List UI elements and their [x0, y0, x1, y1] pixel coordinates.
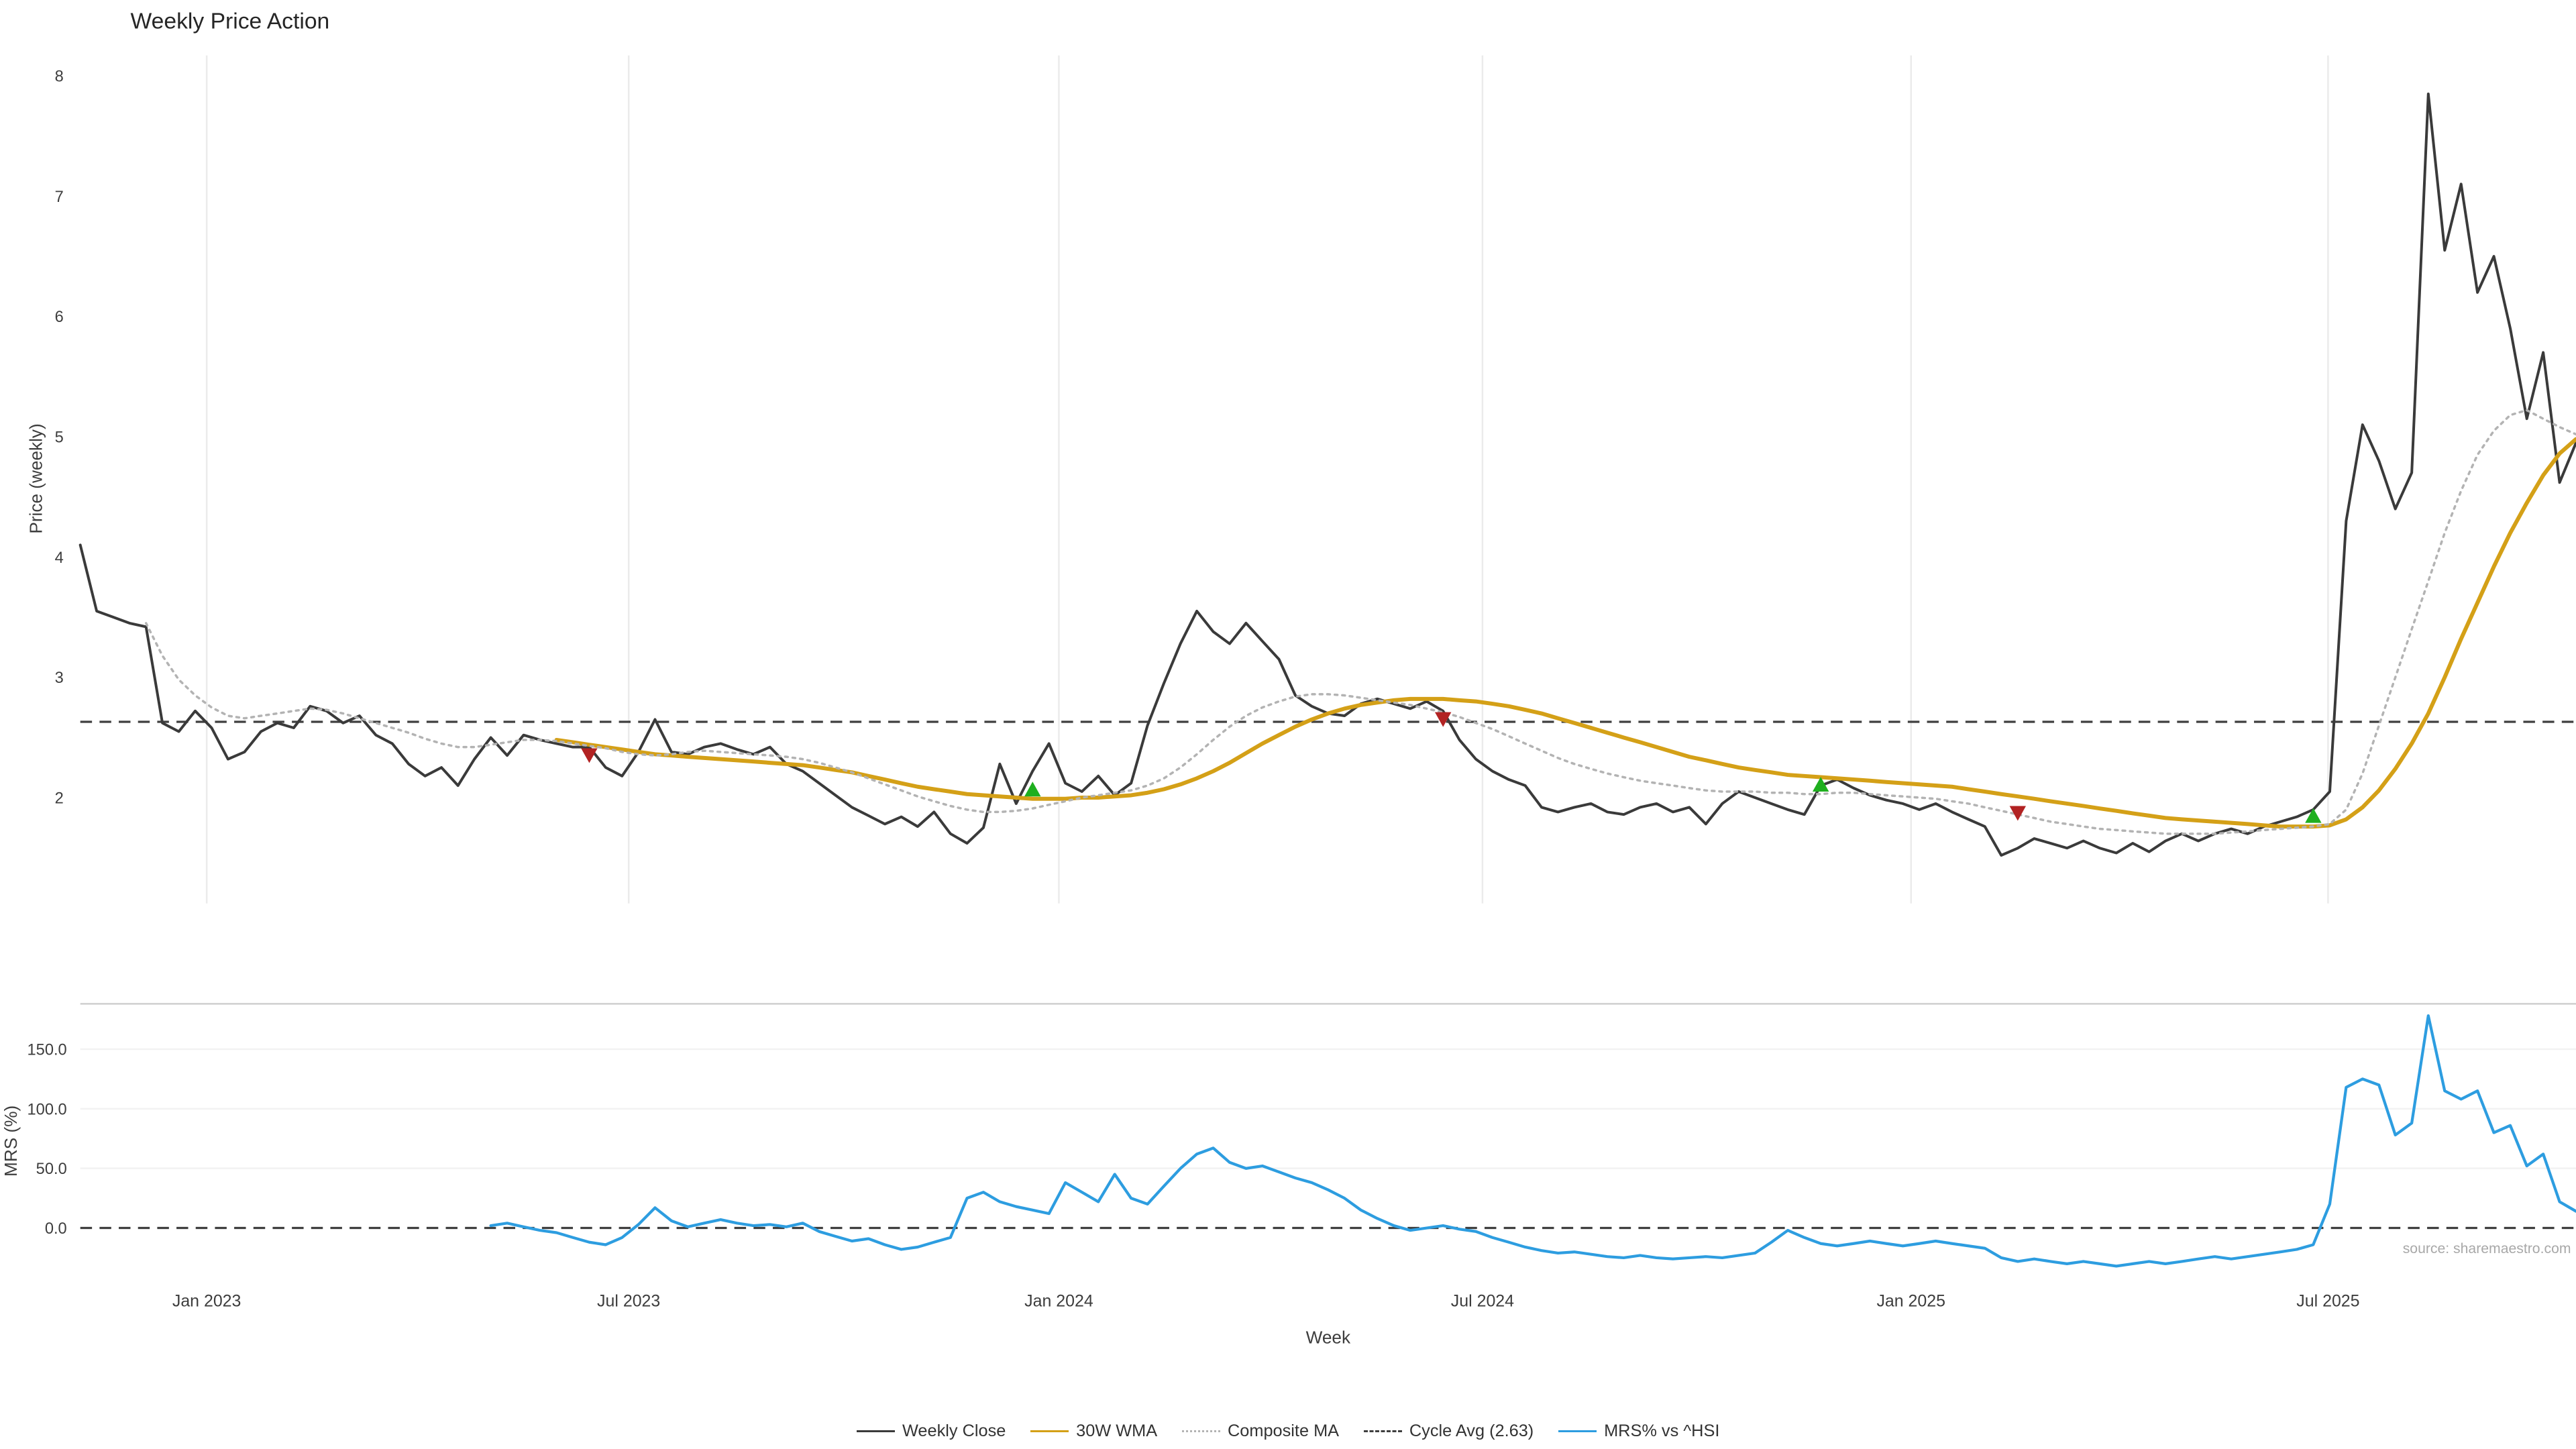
legend-swatch-30w-wma — [1030, 1430, 1069, 1433]
chart-title: Weekly Price Action — [130, 9, 329, 34]
legend-item-30w-wma: 30W WMA — [1030, 1421, 1157, 1441]
legend-swatch-cycle-avg-2-63 — [1363, 1430, 1403, 1433]
source-credit: source: sharemaestro.com — [2403, 1241, 2571, 1256]
price-y-tick-label: 2 — [55, 790, 64, 807]
x-tick-label: Jan 2023 — [172, 1292, 241, 1311]
legend-item-cycle-avg-2-63: Cycle Avg (2.63) — [1363, 1421, 1534, 1441]
x-tick-label: Jan 2024 — [1024, 1292, 1093, 1311]
legend-label: Composite MA — [1227, 1421, 1340, 1441]
mrs-y-tick-label: 50.0 — [36, 1161, 67, 1178]
series-30w-wma — [554, 437, 2576, 829]
sell-signal-marker — [581, 748, 598, 763]
x-tick-label: Jan 2025 — [1876, 1292, 1945, 1311]
price-y-tick-label: 6 — [55, 309, 64, 326]
plot-area: Jan 2023 Jul 2023 Jan 2024 Jul 2024 Jan 2025… — [27, 55, 2576, 1311]
series-mrs-vs-hsi — [489, 1014, 2576, 1268]
legend-label: Weekly Close — [902, 1421, 1006, 1441]
mrs-y-tick-label: 150.0 — [27, 1041, 66, 1059]
legend-item-composite-ma: Composite MA — [1181, 1421, 1340, 1441]
sell-signal-marker — [1434, 712, 1452, 727]
price-y-tick-label: 4 — [55, 549, 64, 567]
mrs-y-tick-label: 0.0 — [45, 1220, 67, 1238]
x-axis-label: Week — [1306, 1328, 1351, 1348]
price-y-axis-label: Price (weekly) — [25, 423, 46, 533]
legend-item-weekly-close: Weekly Close — [856, 1421, 1006, 1441]
chart-legend: Weekly Close 30W WMA Composite MA Cycle Avg… — [0, 1421, 2576, 1441]
x-tick-label: Jul 2024 — [1451, 1292, 1514, 1311]
buy-signal-marker — [2305, 808, 2322, 823]
x-tick-label: Jul 2025 — [2296, 1292, 2359, 1311]
buy-signal-marker — [1024, 782, 1041, 797]
legend-item-mrs-vs-hsi: MRS% vs ^HSI — [1558, 1421, 1720, 1441]
price-y-tick-label: 3 — [55, 669, 64, 687]
legend-label: 30W WMA — [1076, 1421, 1158, 1441]
legend-swatch-weekly-close — [856, 1430, 896, 1433]
x-tick-label: Jul 2023 — [597, 1292, 660, 1311]
legend-swatch-mrs-vs-hsi — [1558, 1430, 1597, 1433]
sell-signal-marker — [2009, 806, 2027, 821]
price-y-tick-label: 8 — [55, 68, 64, 86]
series-composite-ma — [144, 409, 2576, 835]
legend-label: MRS% vs ^HSI — [1604, 1421, 1720, 1441]
price-y-tick-label: 5 — [55, 429, 64, 447]
legend-label: Cycle Avg (2.63) — [1409, 1421, 1534, 1441]
mrs-y-axis-label: MRS (%) — [1, 1106, 21, 1177]
mrs-y-tick-label: 100.0 — [27, 1101, 66, 1118]
price-y-tick-label: 7 — [55, 189, 64, 206]
legend-swatch-composite-ma — [1181, 1430, 1221, 1433]
series-weekly-close — [78, 92, 2576, 857]
buy-signal-marker — [1812, 777, 1829, 792]
